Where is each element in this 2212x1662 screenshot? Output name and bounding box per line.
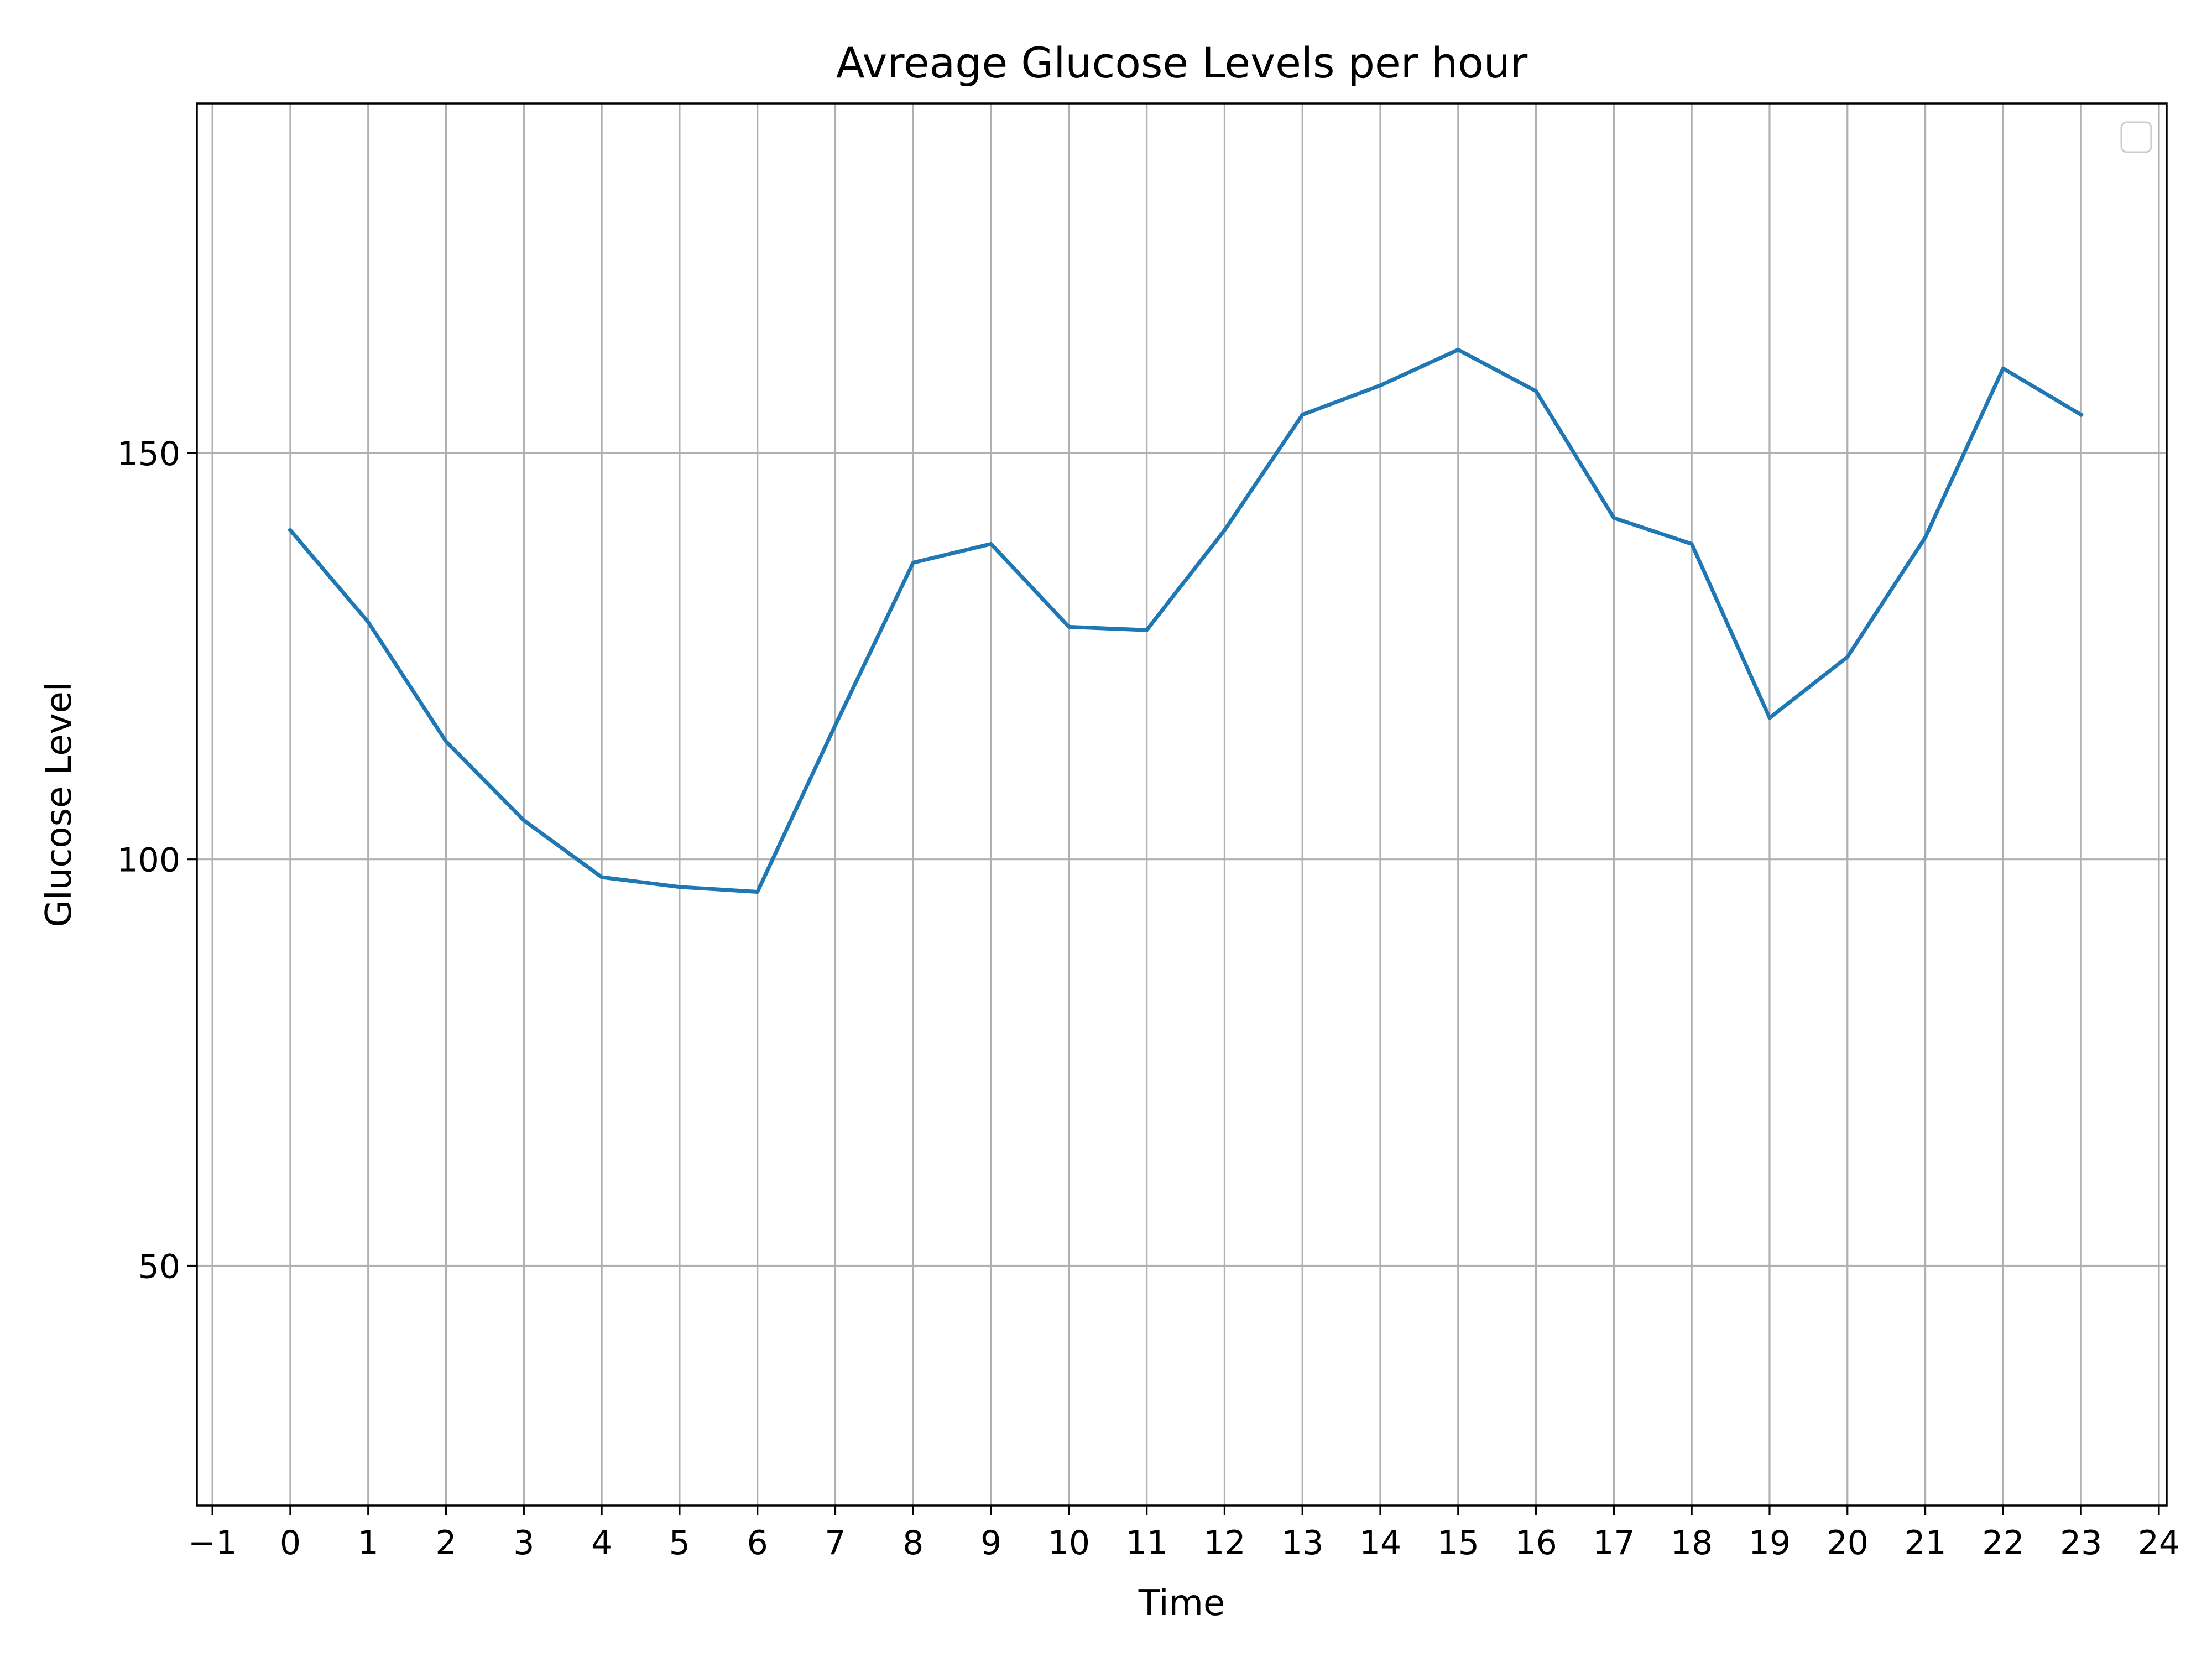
x-tick-label: 9: [980, 1524, 1001, 1562]
series-layer: [287, 347, 2084, 894]
x-tick-label: 14: [1359, 1524, 1401, 1562]
x-tick-label: 20: [1827, 1524, 1869, 1562]
x-tick-label: 2: [435, 1524, 456, 1562]
x-tick-label: 4: [591, 1524, 612, 1562]
x-tick-label: 24: [2138, 1524, 2180, 1562]
x-tick-label: 13: [1281, 1524, 1323, 1562]
y-axis-label: Glucose Level: [39, 681, 80, 927]
x-tick-label: 1: [358, 1524, 379, 1562]
x-tick-label: 16: [1515, 1524, 1557, 1562]
x-tick-label: 22: [1982, 1524, 2024, 1562]
x-tick-label: 6: [747, 1524, 768, 1562]
y-tick-label: 100: [117, 841, 180, 880]
x-tick-label: 8: [902, 1524, 924, 1562]
x-tick-label: 10: [1048, 1524, 1090, 1562]
y-tick-label: 150: [117, 435, 180, 473]
x-tick-label: 19: [1749, 1524, 1791, 1562]
x-axis-label: Time: [1138, 1583, 1225, 1624]
chart-title: Avreage Glucose Levels per hour: [836, 38, 1528, 87]
x-tick-label: 5: [669, 1524, 690, 1562]
x-tick-label: 7: [825, 1524, 846, 1562]
ticks: −1 0 1 2 3 4 5 6 7 8 9 10 11 12 13 14 15 16 17 18 19 20 21 22 23…: [117, 435, 2180, 1562]
legend-box: [2120, 121, 2152, 153]
x-tick-label: 11: [1125, 1524, 1167, 1562]
x-tick-label: 18: [1671, 1524, 1713, 1562]
grid: [197, 103, 2167, 1505]
x-tick-label: 3: [513, 1524, 534, 1562]
series-line: [287, 347, 2084, 894]
x-tick-label: 12: [1203, 1524, 1245, 1562]
x-tick-label: 15: [1437, 1524, 1479, 1562]
legend: [2120, 121, 2152, 153]
x-tick-label: 17: [1593, 1524, 1635, 1562]
x-tick-label: 21: [1904, 1524, 1946, 1562]
plot-frame: [196, 102, 2168, 1507]
y-tick-label: 50: [138, 1247, 180, 1286]
x-tick-label: −1: [188, 1524, 237, 1562]
x-tick-label: 0: [280, 1524, 301, 1562]
x-tick-label: 23: [2060, 1524, 2102, 1562]
